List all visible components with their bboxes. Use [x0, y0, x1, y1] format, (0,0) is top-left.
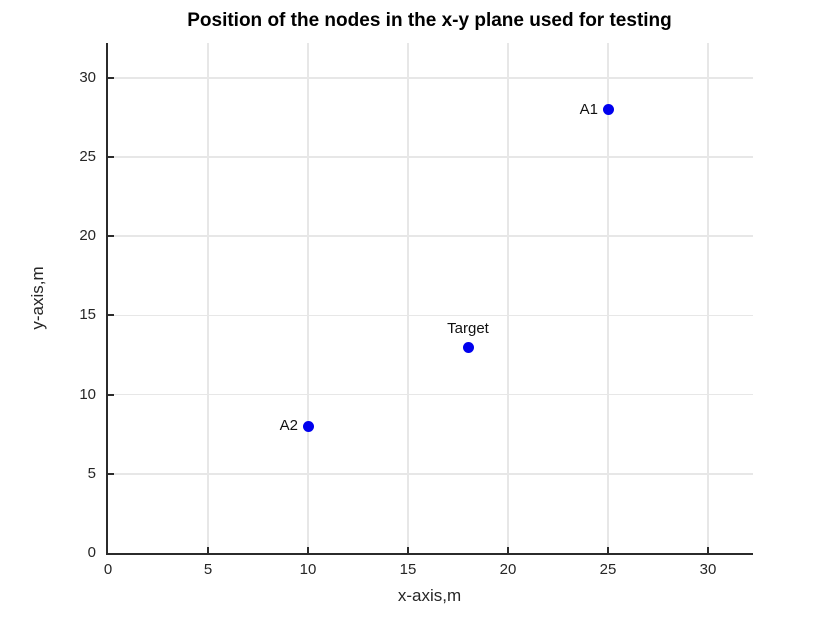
data-point-label: A1	[579, 100, 598, 118]
y-tick-label: 10	[79, 385, 96, 403]
y-gridline	[108, 473, 753, 475]
y-gridline	[108, 235, 753, 237]
y-tick-mark	[108, 314, 114, 317]
data-point-label: Target	[447, 320, 489, 338]
x-gridline	[507, 43, 509, 553]
y-tick-mark	[108, 393, 114, 396]
y-tick-mark	[108, 235, 114, 238]
y-tick-label: 0	[87, 544, 96, 561]
y-tick-label: 30	[79, 68, 96, 86]
x-tick-label: 15	[399, 561, 417, 578]
x-tick-mark	[407, 547, 409, 553]
y-gridline	[108, 156, 753, 158]
y-tick-label: 25	[79, 148, 96, 166]
y-tick-label: 15	[79, 306, 96, 324]
data-point	[302, 420, 314, 432]
data-point-label: A2	[279, 417, 298, 435]
y-gridline	[108, 314, 753, 317]
data-point	[462, 341, 474, 353]
plot-area: A1 Target A2	[106, 43, 753, 555]
x-gridline	[707, 43, 709, 553]
x-gridline	[207, 43, 209, 553]
y-tick-mark	[108, 472, 114, 475]
x-tick-mark	[607, 547, 609, 553]
x-tick-mark	[307, 547, 309, 553]
y-tick-label: 20	[79, 227, 96, 245]
data-point	[602, 104, 614, 116]
y-tick-label: 5	[87, 464, 96, 482]
chart-title: Position of the nodes in the x-y plane u…	[187, 10, 672, 31]
x-tick-mark	[507, 547, 509, 553]
y-tick-mark	[108, 156, 114, 159]
x-tick-label: 30	[699, 561, 717, 578]
x-gridline	[407, 43, 409, 553]
y-gridline	[108, 77, 753, 79]
x-tick-mark	[707, 547, 709, 553]
x-tick-label: 25	[599, 561, 617, 578]
x-axis-label: x-axis,m	[397, 586, 462, 605]
x-tick-label: 5	[203, 561, 213, 578]
y-gridline	[108, 393, 753, 396]
x-tick-label: 20	[499, 561, 517, 578]
x-tick-mark	[207, 547, 209, 553]
x-gridline	[307, 43, 309, 553]
y-tick-mark	[108, 76, 114, 79]
x-gridline	[607, 43, 609, 553]
x-tick-label: 0	[103, 561, 113, 578]
x-tick-label: 10	[299, 561, 317, 578]
